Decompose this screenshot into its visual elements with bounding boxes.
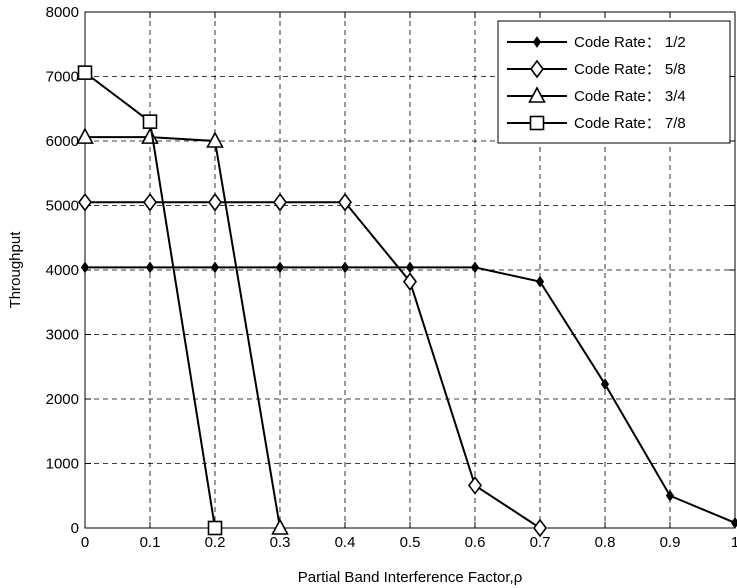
legend-label: Code Rate： 1/2 (574, 34, 686, 51)
data-point-diamond (143, 192, 157, 212)
data-point-diamond (273, 192, 287, 212)
data-point-triangle (76, 127, 94, 144)
data-point-diamond (533, 518, 547, 538)
data-point-dot (145, 261, 155, 274)
data-point-square (142, 114, 158, 129)
series-4 (77, 65, 223, 536)
x-tick-label: 0.4 (335, 534, 356, 551)
series-line (85, 136, 281, 529)
axis-ticks: 0 0.1 0.2 0.3 0.4 0.5 0.6 0.7 0.8 0.9 1 0 1000 2000 30… (46, 4, 737, 551)
series-1 (80, 261, 737, 529)
series-layer (76, 65, 737, 538)
y-tick-label: 2000 (46, 391, 79, 408)
series-line (85, 201, 541, 529)
data-point-dot (275, 261, 285, 274)
legend-label: Code Rate： 3/4 (574, 88, 686, 105)
data-point-triangle (271, 518, 289, 535)
data-point-dot (470, 261, 480, 274)
data-point-dot (730, 516, 737, 529)
data-point-square (77, 65, 93, 80)
x-tick-label: 0.6 (465, 534, 486, 551)
y-tick-label: 3000 (46, 327, 79, 344)
legend-marker-triangle (528, 86, 546, 103)
series-3 (76, 127, 289, 535)
y-tick-label: 0 (71, 520, 79, 537)
data-point-dot (405, 261, 415, 274)
data-point-dot (535, 275, 545, 288)
x-tick-label: 0.7 (530, 534, 551, 551)
data-point-diamond (468, 476, 482, 495)
y-axis-label: Throughput (7, 231, 24, 309)
x-tick-label: 0 (81, 534, 89, 551)
legend-entry: Code Rate： 1/2 (507, 34, 686, 51)
y-tick-label: 4000 (46, 262, 79, 279)
legend-label: Code Rate： 7/8 (574, 115, 686, 132)
y-tick-label: 7000 (46, 69, 79, 86)
data-point-triangle (206, 131, 224, 148)
data-point-diamond (338, 192, 352, 212)
y-tick-label: 1000 (46, 456, 79, 473)
data-point-square (207, 520, 223, 536)
x-axis-label: Partial Band Interference Factor,ρ (298, 569, 522, 586)
y-tick-label: 5000 (46, 198, 79, 215)
y-tick-label: 8000 (46, 4, 79, 21)
legend-marker-dot (532, 36, 542, 48)
data-point-diamond (208, 192, 222, 212)
x-tick-label: 0.1 (140, 534, 161, 551)
data-point-dot (665, 489, 675, 502)
y-tick-label: 6000 (46, 133, 79, 150)
data-point-dot (80, 261, 90, 274)
data-point-diamond (403, 272, 417, 291)
legend-marker-diamond (530, 59, 544, 79)
legend-entry: Code Rate： 3/4 (507, 86, 686, 105)
x-tick-label: 0.2 (205, 534, 226, 551)
data-point-dot (210, 261, 220, 274)
legend-entry: Code Rate： 5/8 (507, 59, 686, 79)
data-point-diamond (78, 192, 92, 212)
x-tick-label: 0.9 (660, 534, 681, 551)
legend: Code Rate： 1/2 Code Rate： 5/8 Code Rate： 3… (497, 20, 731, 144)
data-point-dot (340, 261, 350, 274)
data-point-dot (600, 378, 610, 391)
legend-marker-square (529, 115, 545, 131)
legend-entry: Code Rate： 7/8 (507, 115, 686, 132)
x-tick-label: 0.3 (270, 534, 291, 551)
x-tick-label: 1 (731, 534, 737, 551)
x-tick-label: 0.5 (400, 534, 421, 551)
series-2 (78, 192, 547, 538)
legend-label: Code Rate： 5/8 (574, 61, 686, 78)
x-tick-label: 0.8 (595, 534, 616, 551)
